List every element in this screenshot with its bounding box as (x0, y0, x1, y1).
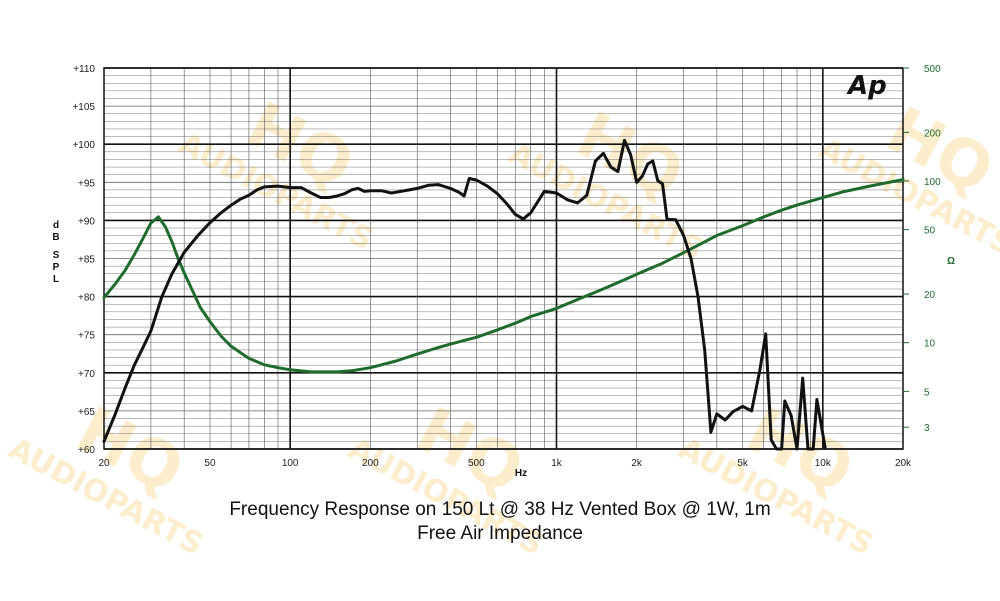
y2-tick-label: 10 (924, 339, 936, 350)
ap-logo: Ap (846, 71, 887, 101)
y2-tick-label: 20 (924, 290, 936, 301)
captions: Frequency Response on 150 Lt @ 38 Hz Ven… (0, 498, 1000, 546)
plot-frame (103, 67, 904, 450)
y-tick-label: +95 (78, 178, 95, 189)
x-tick-label: 10k (815, 458, 832, 469)
series-layer (102, 138, 905, 451)
y-axis-label-letter: L (53, 274, 59, 285)
y-axis-label-word: SPL (53, 250, 60, 285)
caption-line-1: Frequency Response on 150 Lt @ 38 Hz Ven… (229, 499, 771, 520)
y-tick-label: +90 (78, 216, 95, 227)
x-tick-label: 20k (895, 458, 912, 469)
y2-tick-label: 500 (924, 64, 941, 75)
y2-tick-label: 200 (924, 128, 941, 139)
x-axis-ticks: 20 50 100 200 500 1k 2k 5k 10k 20k (98, 458, 912, 469)
grid-minor (103, 68, 904, 449)
x-tick-label: 5k (737, 458, 749, 469)
y2-tick-label: 100 (924, 177, 941, 188)
x-tick-label: 2k (631, 458, 643, 469)
x-axis-label: Hz (515, 468, 527, 479)
y-tick-label: +85 (78, 255, 95, 266)
y-axis-label-letter: P (53, 262, 60, 273)
y-axis-label-word: dB (52, 220, 59, 243)
impedance-curve (102, 178, 905, 374)
x-tick-label: 1k (551, 458, 563, 469)
x-tick-label: 50 (204, 458, 216, 469)
y-tick-label: +100 (72, 140, 95, 151)
y-axis-label-letter: S (53, 250, 60, 261)
y2-tick-label: 3 (924, 423, 930, 434)
y-tick-label: +60 (78, 445, 95, 456)
y-axis-label-letter: d (53, 220, 59, 231)
y-axis-label-letter: B (52, 232, 59, 243)
x-tick-label: 200 (362, 458, 379, 469)
y-tick-label: +110 (73, 64, 95, 75)
y-tick-label: +80 (78, 293, 95, 304)
x-tick-label: 500 (468, 458, 485, 469)
y-tick-label: +75 (78, 331, 95, 342)
y-tick-label: +65 (78, 407, 95, 418)
caption-line-2: Free Air Impedance (417, 523, 583, 544)
left-axis-ticks: +60 +65 +70 +75 +80 +85 +90 +95 +100 +105 +110 (72, 64, 95, 456)
x-tick-label: 100 (282, 458, 299, 469)
y2-tick-label: 5 (924, 387, 930, 398)
y-tick-label: +105 (72, 102, 95, 113)
right-axis-label: Ω (947, 256, 955, 267)
y-tick-label: +70 (78, 369, 95, 380)
x-tick-label: 20 (98, 458, 110, 469)
spl-curve (102, 138, 827, 451)
right-axis-ticks: 3 5 10 20 50 100 200 500 (903, 64, 941, 434)
y2-tick-label: 50 (924, 226, 936, 237)
